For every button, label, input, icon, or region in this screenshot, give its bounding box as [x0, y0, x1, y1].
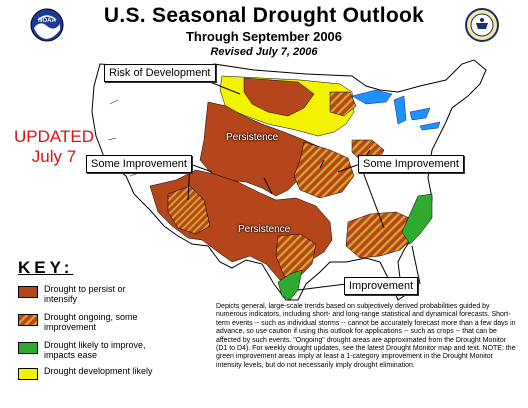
key-title: KEY:: [18, 258, 73, 278]
legend-item-improve: Drought likely to improve, impacts ease: [18, 340, 156, 360]
revised-date: Revised July 7, 2006: [210, 46, 318, 58]
legend-label-persist: Drought to persist or intensify: [44, 284, 126, 304]
legend-item-persist: Drought to persist or intensify: [18, 284, 156, 304]
noaa-logo-icon: NOAA: [30, 8, 64, 42]
legend-item-develop: Drought development likely: [18, 366, 156, 380]
legend-swatch-ongoing: [18, 314, 38, 326]
commerce-seal-icon: [465, 8, 499, 42]
outlook-description: Depicts general, large-scale trends base…: [216, 303, 516, 369]
label-persistence-north: Persistence: [226, 132, 279, 143]
updated-notice: UPDATED July 7: [8, 127, 100, 167]
legend-label-improve: Drought likely to improve, impacts ease: [44, 340, 146, 360]
label-persistence-south: Persistence: [238, 224, 291, 235]
persistence-area-dakotas: [243, 77, 315, 117]
map-title: U.S. Seasonal Drought Outlook: [103, 4, 425, 27]
hatched-area-plains: [293, 141, 355, 199]
legend-label-ongoing: Drought ongoing, some improvement: [44, 312, 138, 332]
hatched-area-texas: [275, 233, 317, 279]
great-lakes: [351, 89, 441, 131]
legend-swatch-develop: [18, 368, 38, 380]
key-title-text: KEY:: [18, 258, 74, 277]
improvement-area-southeast: [401, 193, 433, 245]
legend-swatch-persist: [18, 286, 38, 298]
legend-label-develop: Drought development likely: [44, 366, 153, 376]
callout-risk-of-development: Risk of Development: [104, 64, 216, 82]
callout-some-improvement-west: Some Improvement: [86, 155, 192, 173]
legend-item-ongoing: Drought ongoing, some improvement: [18, 312, 156, 332]
noaa-logo-text: NOAA: [38, 18, 56, 24]
updated-label: UPDATED: [14, 127, 94, 146]
callout-some-improvement-east: Some Improvement: [358, 155, 464, 173]
callout-improvement: Improvement: [344, 277, 419, 295]
legend-swatch-improve: [18, 342, 38, 354]
map-subtitle: Through September 2006: [185, 29, 343, 44]
updated-date: July 7: [31, 147, 77, 166]
persistence-area-midwest: [329, 91, 357, 117]
hatched-area-southeast: [345, 211, 417, 259]
hatched-area-southwest: [167, 185, 211, 235]
